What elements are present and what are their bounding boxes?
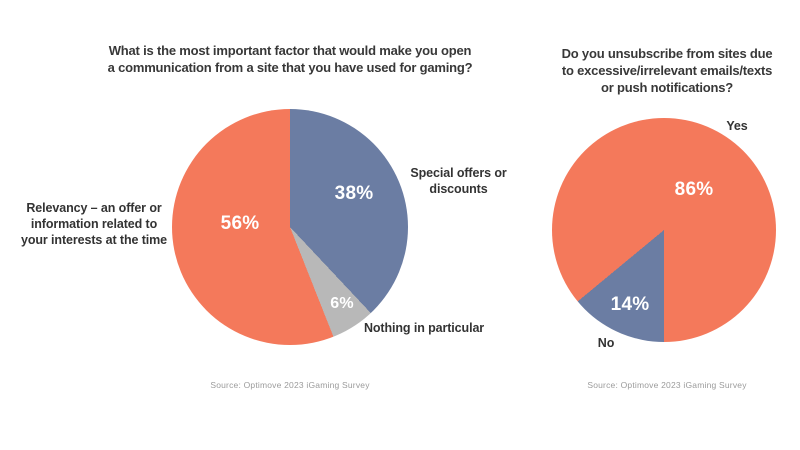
left-pie-graphic	[172, 109, 408, 345]
label-relevancy: Relevancy – an offer or information rela…	[20, 201, 168, 247]
left-chart-source: Source: Optimove 2023 iGaming Survey	[210, 380, 370, 390]
label-nothing-in-particular: Nothing in particular	[363, 321, 485, 335]
left-chart-title: What is the most important factor that w…	[107, 43, 473, 75]
slice-value-no: 14%	[610, 294, 650, 315]
slice-value-nothing: 6%	[330, 295, 354, 312]
label-no: No	[597, 336, 615, 350]
label-yes: Yes	[726, 119, 748, 133]
right-chart-source: Source: Optimove 2023 iGaming Survey	[587, 380, 747, 390]
slice-value-special-offers: 38%	[334, 183, 374, 204]
right-pie-graphic	[552, 118, 776, 342]
right-chart-title: Do you unsubscribe from sites due to exc…	[561, 46, 773, 95]
slice-value-yes: 86%	[674, 179, 714, 200]
label-special-offers: Special offers or discounts	[410, 166, 507, 196]
slice-value-relevancy: 56%	[220, 213, 260, 234]
